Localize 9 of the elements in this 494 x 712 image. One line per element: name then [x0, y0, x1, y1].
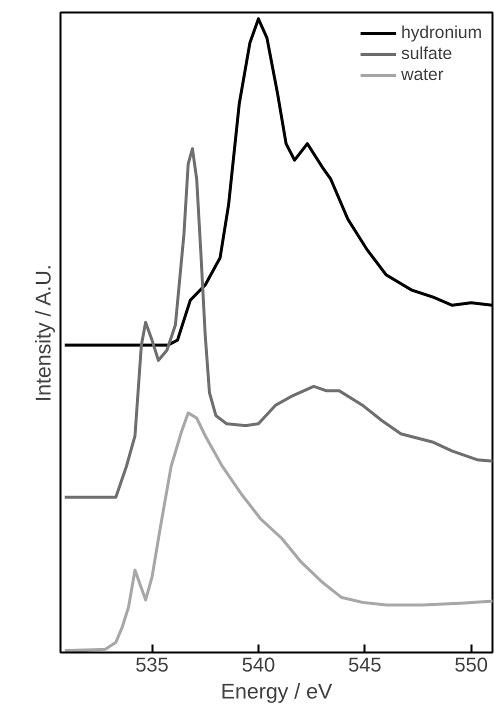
y-axis-title: Intensity / A.U.: [32, 264, 56, 402]
x-tick-label: 540: [242, 654, 276, 676]
x-axis-title: Energy / eV: [220, 680, 333, 704]
legend-label: water: [401, 64, 444, 85]
x-tick-label: 550: [454, 654, 488, 676]
legend-label: sulfate: [401, 43, 452, 64]
legend-label: hydronium: [401, 22, 482, 43]
x-tick-label: 545: [348, 654, 382, 676]
x-tick-label: 535: [135, 654, 169, 676]
